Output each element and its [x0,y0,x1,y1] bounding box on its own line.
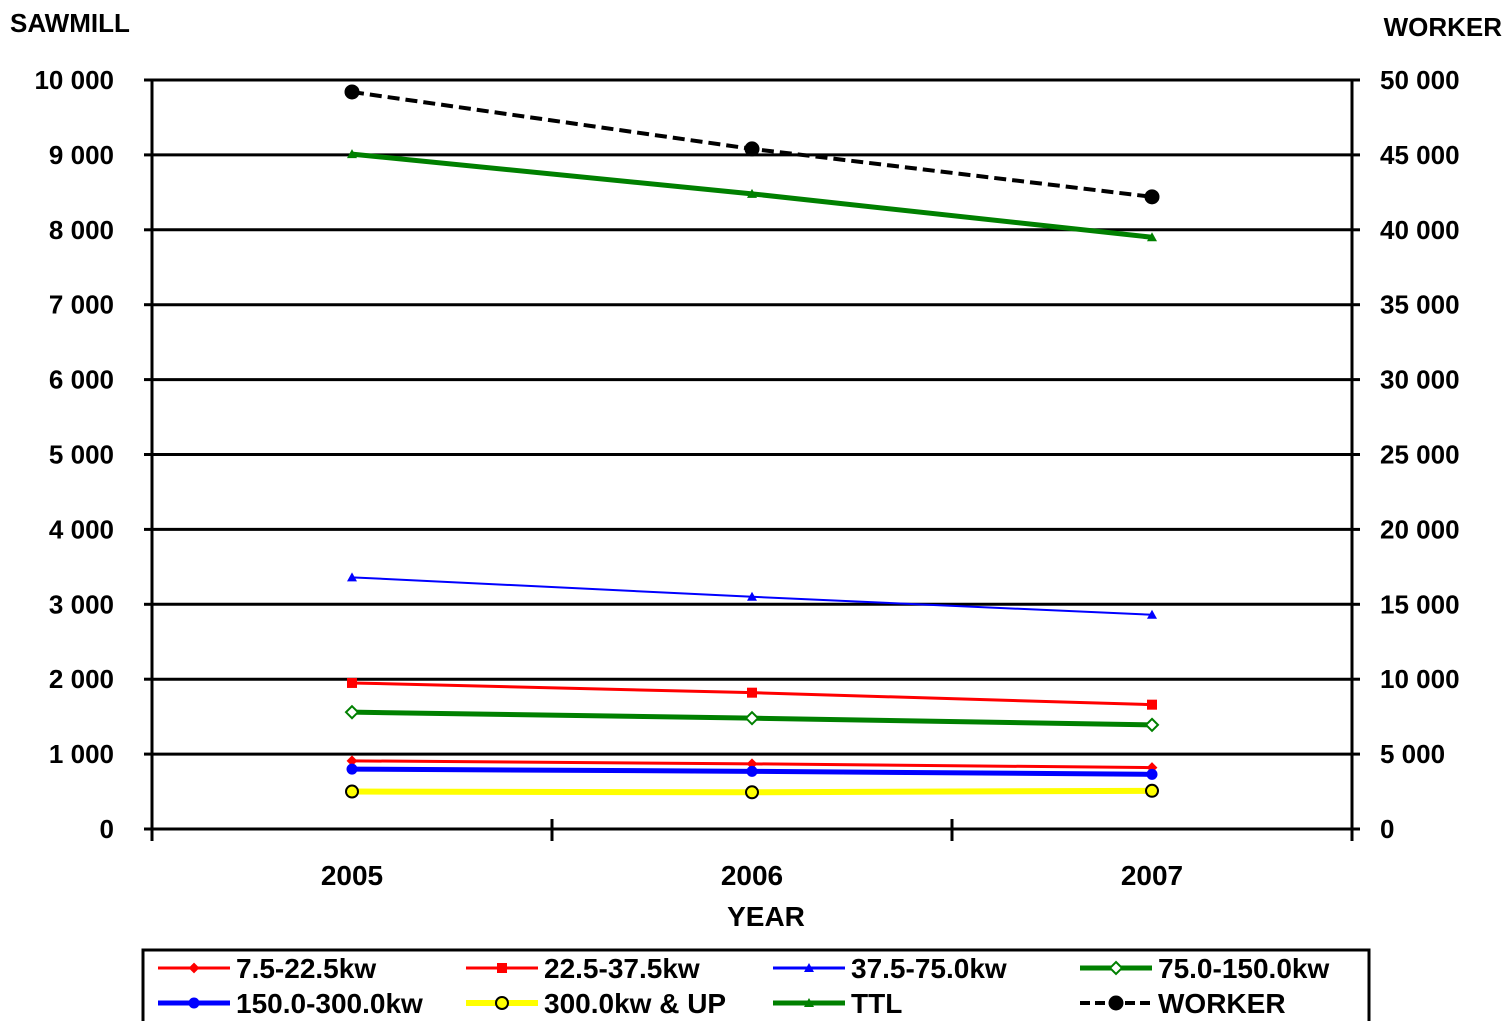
y2-axis-title: WORKER [1384,12,1503,42]
y2-tick-label: 20 000 [1380,514,1460,544]
legend: 7.5-22.5kw 22.5-37.5kw 37.5-75.0kw 75.0-150… [141,948,1371,1021]
y-tick-label: 2 000 [49,664,114,694]
data-point [347,572,357,582]
data-point [495,996,509,1010]
series-37-5-75-0kw [347,572,1157,619]
data-point [346,763,358,775]
y-tick-label: 10 000 [34,65,114,95]
data-point [747,687,757,698]
legend-label: 300.0kw & UP [544,988,726,1019]
data-point [345,784,359,799]
y2-tick-label: 45 000 [1380,140,1460,170]
series-ttl [347,149,1157,242]
data-point [344,84,360,100]
y-axis-title: SAWMILL [10,8,130,38]
legend-item: 300.0kw & UP [466,988,726,1019]
data-point [1147,232,1157,242]
data-point [188,997,200,1009]
data-point [804,963,814,972]
y-tick-label: 1 000 [49,739,114,769]
legend-label: 22.5-37.5kw [544,953,700,984]
series-lines [344,84,1160,800]
data-point [1147,609,1157,619]
x-axis-title: YEAR [727,901,805,932]
y2-tick-label: 40 000 [1380,215,1460,245]
y-tick-label: 6 000 [49,365,114,395]
x-tick-label: 2007 [1121,860,1183,891]
y2-tick-label: 10 000 [1380,664,1460,694]
data-point [1144,189,1160,205]
data-point [746,765,758,777]
y2-tick-label: 0 [1380,814,1394,844]
series-worker [344,84,1160,205]
data-point [1108,960,1124,976]
y-tick-label: 9 000 [49,140,114,170]
data-point [347,149,357,159]
tick-labels: 0 0 1 000 5 000 2 000 10 000 3 000 15 000 4 000 2… [34,65,1459,891]
legend-item: WORKER [1080,988,1286,1019]
legend-label: 7.5-22.5kw [236,953,376,984]
grid-lines [152,78,1352,756]
data-point [344,704,360,720]
data-point [497,963,507,973]
data-point [1108,995,1124,1011]
series-75-0-150-0kw [344,704,1160,733]
y-tick-label: 4 000 [49,514,114,544]
series-22-5-37-5kw [347,677,1157,710]
y2-tick-label: 50 000 [1380,65,1460,95]
data-point [188,962,200,974]
data-point [1144,717,1160,733]
y2-tick-label: 30 000 [1380,365,1460,395]
legend-item: 7.5-22.5kw [158,953,376,984]
legend-item: TTL [773,988,902,1019]
legend-item: 150.0-300.0kw [158,988,423,1019]
y-tick-label: 7 000 [49,290,114,320]
data-point [744,710,760,726]
data-point [804,998,814,1007]
data-point [1146,768,1158,780]
data-point [747,188,757,198]
y-tick-label: 5 000 [49,440,114,470]
y2-tick-label: 15 000 [1380,589,1460,619]
x-tick-label: 2005 [321,860,383,891]
y-tick-label: 0 [100,814,114,844]
legend-box [141,948,1371,1021]
y2-tick-label: 35 000 [1380,290,1460,320]
legend-label: WORKER [1158,988,1286,1019]
legend-item: 22.5-37.5kw [466,953,700,984]
legend-item: 37.5-75.0kw [773,953,1007,984]
data-point [745,785,759,800]
y2-tick-label: 5 000 [1380,739,1445,769]
legend-label: TTL [851,988,902,1019]
legend-label: 75.0-150.0kw [1158,953,1329,984]
data-point [747,591,757,601]
series-150-0-300-0kw [346,763,1158,780]
legend-label: 150.0-300.0kw [236,988,423,1019]
axes [144,78,1360,841]
legend-item: 75.0-150.0kw [1080,953,1329,984]
data-point [347,677,357,688]
series-300-0kw-up [345,783,1159,800]
y-tick-label: 3 000 [49,589,114,619]
data-point [1145,783,1159,798]
legend-label: 37.5-75.0kw [851,953,1007,984]
data-point [744,141,760,157]
data-point [1147,699,1157,710]
y2-tick-label: 25 000 [1380,440,1460,470]
y-tick-label: 8 000 [49,215,114,245]
x-tick-label: 2006 [721,860,783,891]
